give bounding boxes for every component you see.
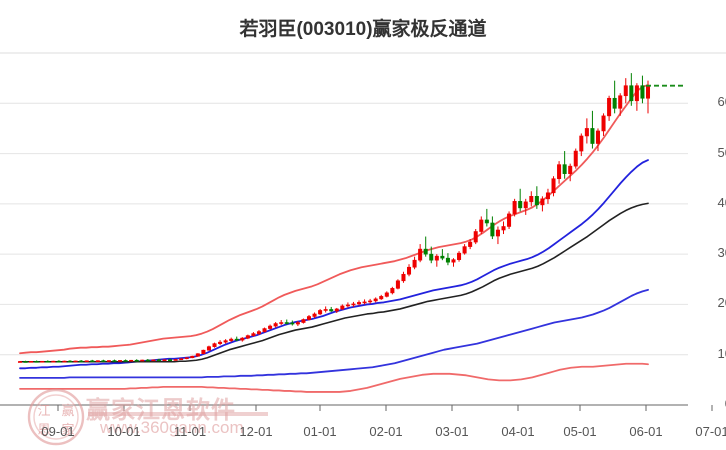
x-axis-tick-label: 02-01	[369, 424, 403, 439]
y-axis-tick-label: 40	[717, 194, 726, 210]
watermark-url: www.360gann.com	[100, 418, 244, 437]
x-axis-tick-label: 06-01	[629, 424, 663, 439]
x-axis-tick-label: 01-01	[303, 424, 337, 439]
x-axis-tick-label: 04-01	[501, 424, 535, 439]
x-axis-tick-label: 12-01	[239, 424, 273, 439]
candlestick-group	[17, 73, 651, 363]
svg-text:江: 江	[37, 403, 50, 418]
svg-text:恩: 恩	[37, 422, 50, 437]
seal-logo-icon: 江 赢 恩 家	[27, 388, 85, 446]
x-axis-tick-label: 10-01	[107, 424, 141, 439]
series-极反通道下轨	[19, 362, 649, 393]
series-极反通道中下轨	[19, 288, 649, 379]
x-axis-tick-label: 11-01	[173, 424, 207, 439]
y-axis-tick-label: 10	[717, 345, 726, 361]
watermark-underline	[88, 412, 268, 416]
x-axis-tick-label: 05-01	[563, 424, 597, 439]
page-title: 若羽臣(003010)赢家极反通道	[239, 19, 487, 40]
y-axis-tick-label: 30	[717, 245, 726, 261]
svg-text:赢: 赢	[61, 403, 74, 418]
x-axis-tick-label: 07-01	[695, 424, 726, 439]
y-axis-tick-label: 50	[717, 144, 726, 160]
x-axis-tick-label: 03-01	[435, 424, 469, 439]
x-axis-tick-label: 09-01	[41, 424, 75, 439]
y-axis-tick-label: 20	[717, 295, 726, 311]
series-均线	[19, 202, 649, 363]
series-极反通道中上轨	[19, 159, 649, 370]
y-axis-tick-label: 60	[717, 94, 726, 110]
watermark-brand: 赢家江恩软件	[86, 397, 236, 424]
series-极反通道上轨	[19, 84, 649, 355]
svg-text:家: 家	[61, 422, 74, 437]
y-axis-tick-label: 0	[692, 396, 726, 411]
